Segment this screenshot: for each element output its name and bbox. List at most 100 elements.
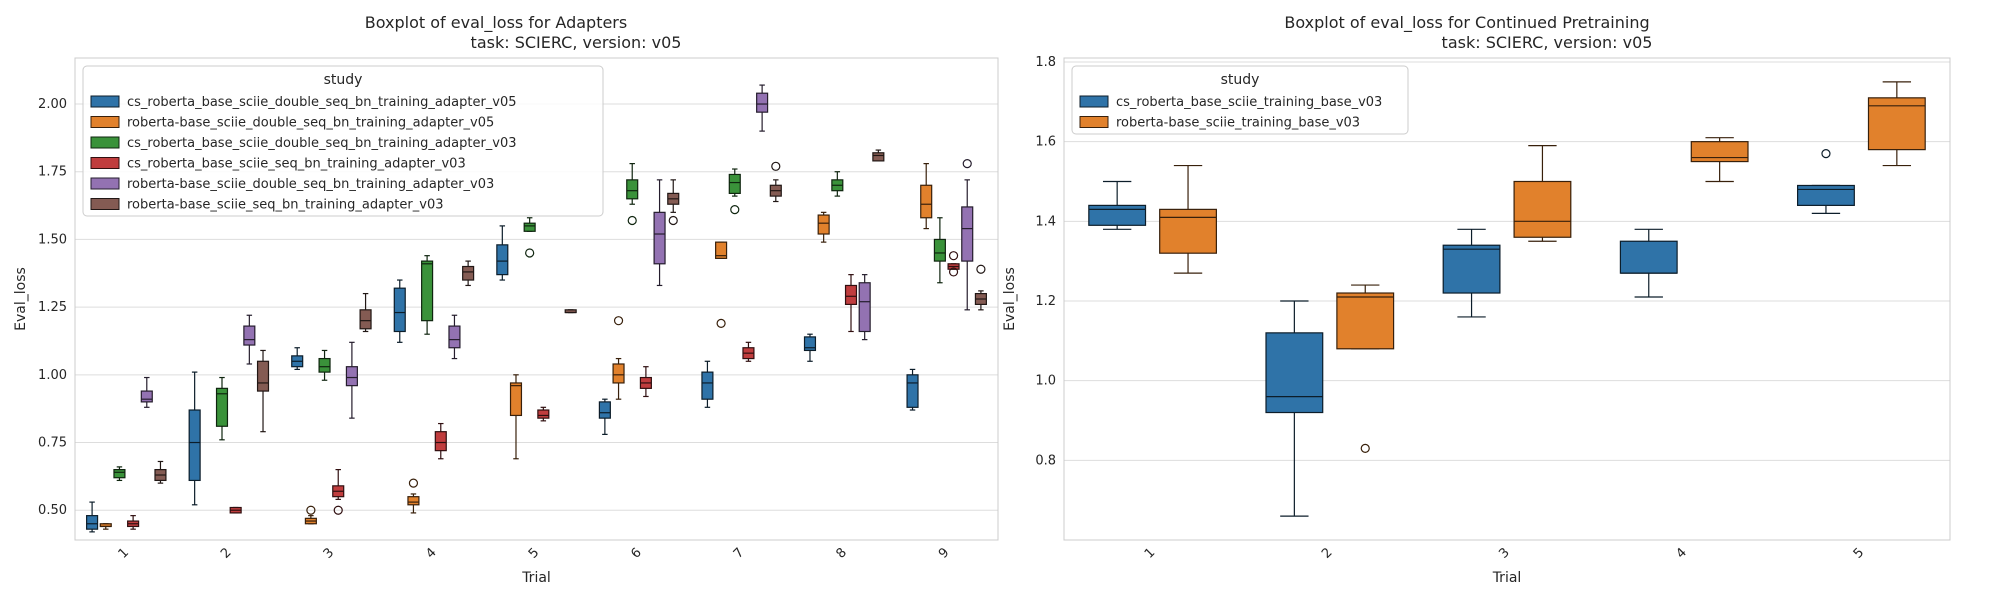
outlier-point (1821, 149, 1831, 159)
box-5 (523, 217, 536, 258)
iqr-box (701, 371, 714, 400)
iqr-box (537, 409, 550, 419)
iqr-box (140, 390, 153, 403)
box-7 (715, 241, 728, 328)
box-6 (612, 316, 625, 400)
box-3 (359, 292, 372, 333)
box-2 (229, 506, 242, 514)
legend-swatch (1079, 116, 1109, 128)
legend: study cs_roberta_base_sciie_double_seq_bn… (82, 65, 604, 217)
box-7 (701, 360, 714, 408)
outlier-point (771, 161, 781, 171)
iqr-box (1088, 204, 1147, 226)
y-tick-label: 1.6 (1035, 135, 1056, 150)
legend-entry: cs_roberta_base_sciie_double_seq_bn_trai… (127, 136, 517, 151)
x-tick-label: 8 (833, 545, 849, 561)
x-tick-label: 3 (321, 545, 337, 561)
box-6 (598, 398, 611, 435)
x-tick-label: 9 (936, 545, 952, 561)
legend: study cs_roberta_base_sciie_training_base… (1071, 65, 1409, 135)
iqr-box (256, 360, 270, 392)
box-1 (154, 460, 167, 484)
iqr-box (407, 496, 420, 506)
box-3 (332, 468, 345, 515)
box-4 (1690, 137, 1749, 183)
legend-title: study (324, 72, 363, 88)
iqr-box (421, 260, 434, 322)
box-5 (1797, 149, 1855, 214)
iqr-box (434, 431, 447, 452)
legend-title: study (1221, 72, 1260, 88)
iqr-box (715, 241, 728, 259)
iqr-box (496, 244, 509, 276)
series-4 (127, 251, 960, 530)
box-4 (421, 255, 434, 335)
box-1 (1088, 180, 1147, 230)
outlier-point (306, 505, 316, 515)
box-2 (1336, 284, 1395, 453)
legend-entry: cs_roberta_base_sciie_training_base_v03 (1116, 95, 1382, 110)
box-9 (947, 251, 960, 277)
iqr-box (448, 325, 461, 349)
outlier-point (1360, 443, 1370, 453)
box-2 (215, 376, 229, 441)
iqr-box (1513, 180, 1572, 238)
plot-area (1064, 58, 1950, 540)
box-1 (113, 466, 126, 482)
iqr-box (1442, 244, 1501, 294)
iqr-box (1619, 240, 1678, 274)
box-7 (756, 84, 769, 132)
box-5 (564, 309, 577, 314)
iqr-box (393, 287, 406, 333)
y-tick-label: 1.75 (38, 165, 67, 180)
y-tick-label: 1.25 (38, 300, 67, 315)
iqr-box (933, 238, 946, 262)
chart-1: 0.50 0.75 1.00 1.25 1.50 1.75 2.00 1 2 3 4 5 6 7 8 9 Tri… (13, 13, 999, 586)
outlier-point (948, 267, 959, 277)
box-1 (86, 501, 99, 533)
box-5 (496, 225, 509, 281)
iqr-box (653, 211, 666, 265)
iqr-box (626, 179, 639, 200)
outlier-point (525, 248, 535, 258)
outlier-point (668, 215, 678, 226)
x-tick-label: 4 (423, 545, 439, 561)
legend-entry: roberta-base_sciie_training_base_v03 (1116, 116, 1360, 131)
y-tick-label: 1.4 (1035, 214, 1056, 229)
y-axis-label: Eval_loss (13, 267, 29, 331)
legend-entry: cs_roberta_base_sciie_double_seq_bn_trai… (127, 95, 517, 110)
iqr-box (756, 92, 769, 113)
box-6 (653, 179, 666, 287)
iqr-box (728, 173, 741, 194)
series-1 (1088, 149, 1855, 517)
box-2 (256, 349, 270, 433)
iqr-box (961, 206, 974, 262)
box-8 (858, 274, 871, 341)
outlier-point (333, 505, 343, 515)
x-tick-label: 2 (1319, 545, 1335, 561)
box-8 (844, 274, 858, 333)
box-3 (304, 505, 317, 525)
box-6 (639, 366, 652, 398)
legend-swatch (90, 95, 120, 108)
iqr-box (345, 366, 358, 387)
plot-frame (74, 57, 999, 541)
box-3 (1442, 228, 1501, 318)
outlier-point (627, 215, 637, 226)
box-4 (1619, 228, 1678, 298)
y-tick-label: 1.0 (1035, 374, 1056, 389)
iqr-box (1159, 208, 1217, 254)
iqr-box (920, 184, 933, 219)
iqr-box (872, 152, 885, 162)
y-tick-label: 2.00 (38, 97, 67, 112)
iqr-box (1265, 332, 1324, 414)
box-4 (407, 478, 420, 514)
legend-swatch (90, 198, 120, 210)
x-tick-label: 3 (1496, 545, 1512, 561)
series-6 (154, 149, 987, 484)
box-1 (127, 515, 140, 530)
y-tick-label: 1.00 (38, 368, 67, 383)
legend-entry: roberta-base_sciie_seq_bn_training_adapt… (127, 198, 443, 213)
iqr-box (906, 374, 919, 408)
